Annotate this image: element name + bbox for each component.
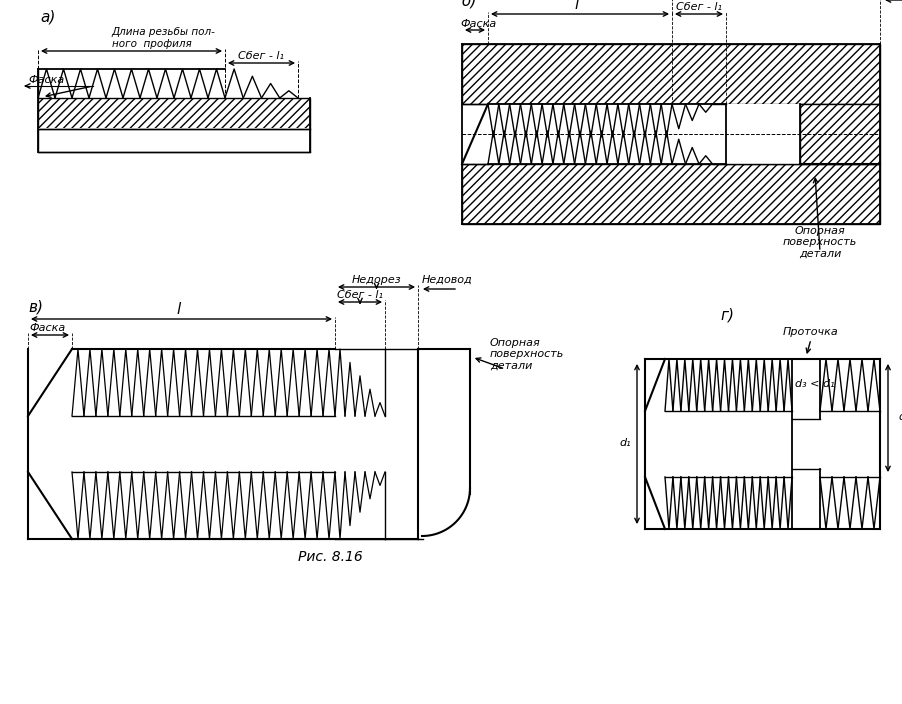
Text: Фаска: Фаска bbox=[28, 75, 64, 85]
Text: Фаска: Фаска bbox=[29, 323, 65, 333]
Text: Опорная
поверхность
детали: Опорная поверхность детали bbox=[783, 226, 857, 259]
Bar bbox=[38, 128, 310, 152]
Polygon shape bbox=[462, 44, 880, 104]
Text: Сбег - l₁: Сбег - l₁ bbox=[337, 290, 383, 300]
Polygon shape bbox=[38, 98, 310, 129]
Text: Сбег - l₁: Сбег - l₁ bbox=[238, 51, 284, 61]
Text: Недовод: Недовод bbox=[422, 275, 473, 285]
Text: l: l bbox=[575, 0, 579, 12]
Bar bbox=[38, 129, 310, 152]
Text: Проточка: Проточка bbox=[783, 327, 839, 337]
Text: а): а) bbox=[40, 9, 55, 24]
Text: г): г) bbox=[720, 307, 734, 322]
Text: d₂: d₂ bbox=[898, 412, 902, 422]
Bar bbox=[488, 104, 800, 164]
Text: б): б) bbox=[462, 0, 477, 9]
Text: Сбег - l₁: Сбег - l₁ bbox=[676, 2, 722, 12]
Text: в): в) bbox=[28, 299, 43, 314]
Polygon shape bbox=[462, 164, 880, 224]
Text: Опорная
поверхность
детали: Опорная поверхность детали bbox=[490, 338, 565, 371]
Text: Рис. 8.16: Рис. 8.16 bbox=[298, 550, 363, 564]
Text: Фаска: Фаска bbox=[460, 19, 496, 29]
Text: d₃ < d₁: d₃ < d₁ bbox=[795, 379, 834, 389]
Polygon shape bbox=[800, 104, 880, 164]
Bar bbox=[28, 349, 530, 539]
Text: l: l bbox=[177, 302, 180, 317]
Text: Недорез: Недорез bbox=[352, 275, 401, 285]
Text: d₁: d₁ bbox=[619, 438, 630, 448]
Text: Длина резьбы пол-
ного  профиля: Длина резьбы пол- ного профиля bbox=[112, 27, 216, 49]
